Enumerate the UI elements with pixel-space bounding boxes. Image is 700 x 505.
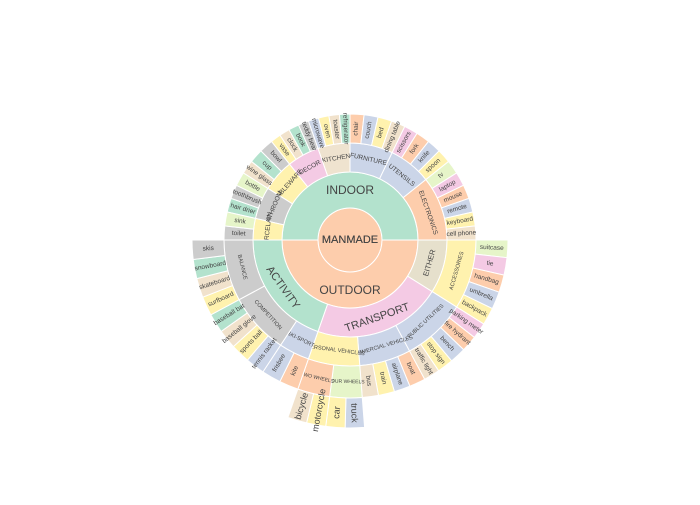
label-porcelain: PORCELAIN [262, 211, 273, 249]
wedge-sink[interactable] [224, 211, 257, 230]
label-couch: couch [364, 121, 374, 140]
label-tie: tie [486, 260, 494, 268]
wedge-teddy-bear[interactable] [297, 120, 319, 153]
wedge-dining-table[interactable] [381, 120, 406, 154]
label-kitchen: KITCHEN [322, 153, 352, 165]
wedge-bowl[interactable] [260, 140, 291, 173]
label-kite: kite [290, 365, 301, 377]
label-sink: sink [234, 217, 247, 226]
label-bus: bus [364, 375, 372, 387]
label-boat: boat [405, 361, 417, 376]
label-four-wheels: FOUR WHEELS [328, 378, 365, 385]
wedge-refrigerator[interactable] [338, 113, 351, 144]
label-cell-phone: cell phone [446, 229, 476, 238]
label-train: train [378, 371, 388, 385]
label-tv: tv [437, 171, 446, 180]
label-outdoor: OUTDOOR [319, 283, 381, 297]
label-skis: skis [202, 245, 214, 253]
label-chair: chair [352, 121, 360, 136]
label-keyboard: keyboard [446, 216, 474, 227]
wedge-spoon[interactable] [417, 150, 450, 181]
label-suitcase: suitcase [480, 244, 505, 252]
label-truck: truck [349, 403, 360, 423]
root-label: MANMADE [322, 234, 378, 246]
wedge-bottle[interactable] [235, 172, 269, 199]
label-refrigerator: refrigerator [341, 113, 349, 146]
label-toilet: toilet [232, 230, 246, 238]
label-toaster: toaster [331, 119, 341, 140]
label-car: car [331, 406, 342, 419]
wedge-skis[interactable] [191, 239, 226, 261]
label-manmade: MANMADE [322, 234, 378, 246]
label-indoor: INDOOR [326, 183, 374, 197]
label-bed: bed [376, 126, 386, 139]
label-oven: oven [322, 123, 332, 139]
